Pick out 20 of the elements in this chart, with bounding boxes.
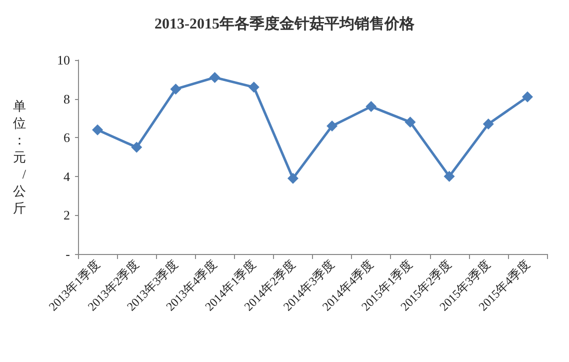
point (404, 116, 416, 128)
y-tick-label: 10 (57, 52, 70, 68)
y-tick-label: 8 (64, 91, 70, 106)
point (92, 124, 104, 136)
point (170, 84, 182, 95)
y-axis-title: 单位：元/公斤 (13, 98, 26, 216)
chart-title: 2013-2015年各季度金针菇平均销售价格 (154, 14, 416, 32)
point (366, 101, 377, 112)
point (248, 82, 260, 93)
point (444, 170, 455, 182)
y-tick-label: 4 (64, 168, 70, 184)
point (287, 172, 298, 184)
y-tick-label: - (66, 246, 70, 262)
point (522, 91, 533, 102)
point (209, 72, 220, 83)
point (131, 142, 142, 153)
y-tick-label: 2 (64, 208, 70, 223)
y-tick-label: 6 (64, 130, 70, 146)
point (482, 118, 494, 130)
point (326, 120, 338, 132)
